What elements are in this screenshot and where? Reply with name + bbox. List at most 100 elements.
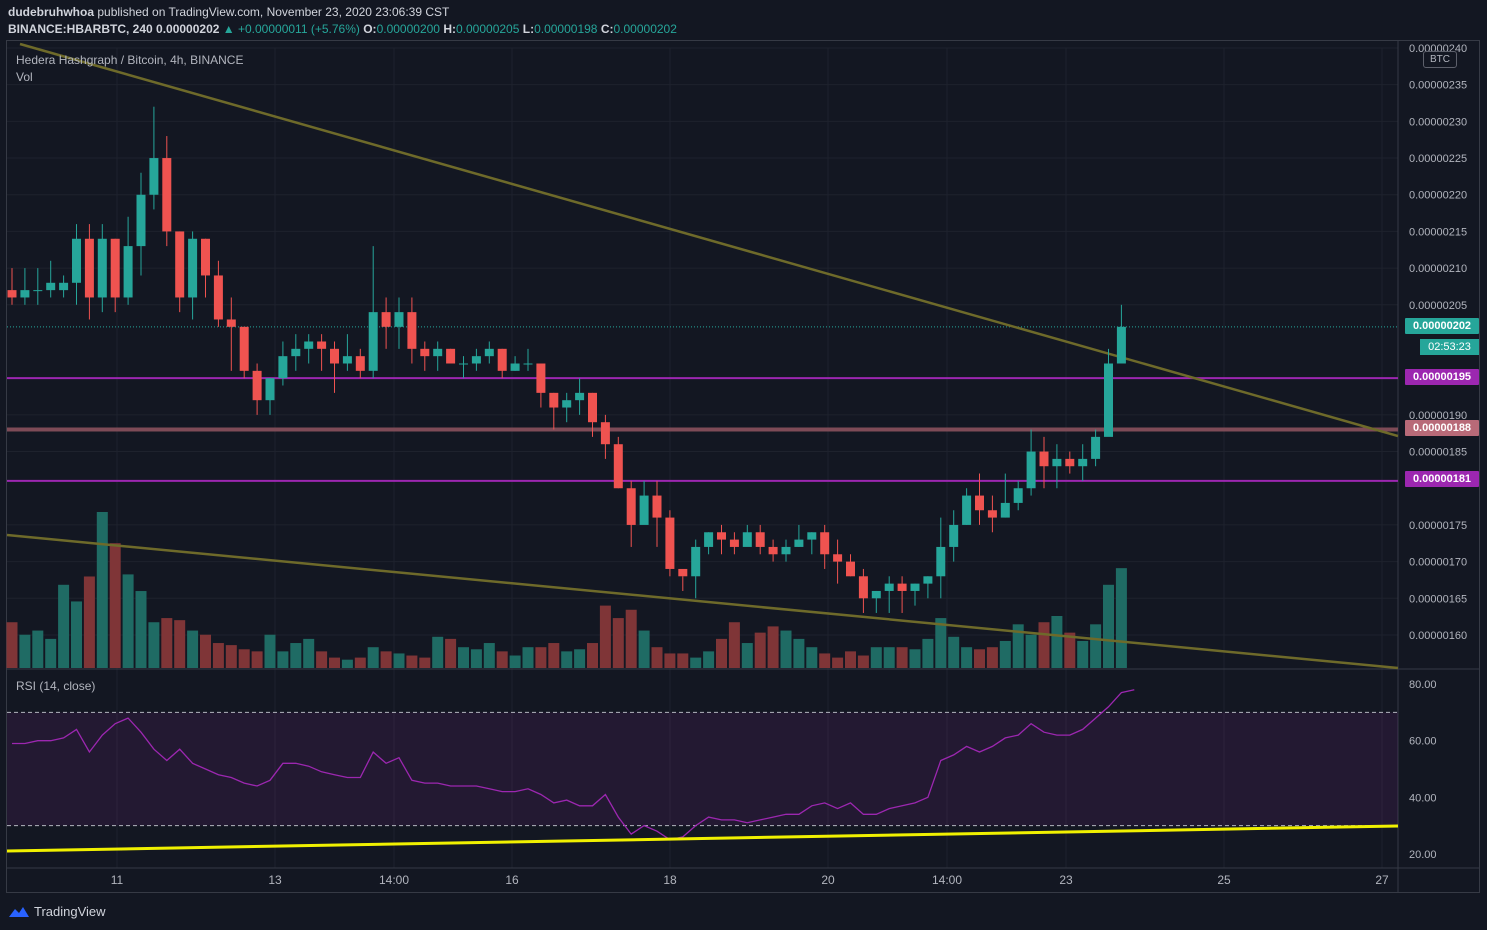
horizontal-levels	[7, 326, 1398, 482]
publisher-name[interactable]: dudebruhwhoa	[8, 5, 94, 19]
published-text: published on TradingView.com, November 2…	[97, 5, 450, 19]
candle-body	[562, 400, 572, 408]
candle-body	[368, 312, 378, 371]
candle-body	[510, 363, 520, 371]
volume-bar	[200, 634, 211, 668]
volume-bar	[1115, 568, 1127, 668]
candle-body	[768, 546, 778, 555]
candle-body	[936, 546, 946, 577]
volume-bar	[974, 649, 985, 668]
candle-body	[84, 238, 94, 298]
candle-body	[1116, 326, 1126, 364]
volume-bar	[896, 647, 908, 668]
volume-bar	[599, 605, 611, 668]
brand-label: TradingView	[34, 904, 106, 919]
volume-bar	[767, 626, 779, 668]
volume-bar	[393, 653, 405, 668]
volume-bar	[612, 618, 624, 668]
candle-body	[549, 392, 559, 408]
candle-body	[97, 238, 107, 298]
candle-body	[807, 532, 817, 540]
chart-frame[interactable]	[6, 40, 1480, 893]
price-tick-label: 0.00000235	[1409, 80, 1467, 92]
price-tick-label: 0.00000175	[1409, 520, 1467, 532]
countdown-tag: 02:53:23	[1420, 339, 1479, 355]
candle-body	[355, 356, 365, 371]
low-value: 0.00000198	[534, 22, 598, 36]
candle-body	[523, 363, 533, 365]
candle-body	[1013, 488, 1023, 503]
volume-bar	[32, 630, 44, 668]
currency-button[interactable]: BTC	[1423, 51, 1457, 68]
volume-bar	[741, 643, 753, 668]
candle-body	[394, 312, 404, 327]
candle-body	[175, 231, 185, 298]
rsi-band	[7, 712, 1398, 826]
volume-bar	[793, 638, 805, 668]
volume-bar	[496, 651, 508, 668]
candle-body	[975, 495, 984, 511]
candle-body	[678, 568, 688, 577]
close-value: 0.00000202	[613, 22, 677, 36]
candle-body	[7, 290, 17, 298]
tradingview-brand[interactable]: TradingView	[8, 904, 106, 919]
candle-body	[239, 326, 249, 371]
descending-trendline	[19, 42, 1399, 438]
volume-bar	[1064, 632, 1076, 668]
price-tick-label: 0.00000230	[1409, 116, 1467, 128]
price-tick-label: 0.00000165	[1409, 593, 1467, 605]
rsi-pane	[6, 689, 1399, 853]
volume-bar	[819, 653, 831, 668]
candle-body	[1026, 451, 1036, 489]
volume-bar	[329, 657, 340, 668]
candle-body	[691, 546, 701, 577]
volume-bar	[780, 630, 792, 668]
volume-bar	[677, 653, 689, 668]
candle-body	[188, 238, 198, 298]
volume-bar	[587, 643, 598, 668]
volume-bar	[212, 643, 224, 668]
candle-body	[497, 348, 507, 371]
candle-body	[149, 158, 159, 195]
volume-bar	[96, 512, 108, 668]
candle-body	[1091, 436, 1101, 459]
candle-body	[471, 356, 481, 364]
time-tick-label: 18	[663, 873, 677, 887]
volume-bar	[83, 576, 95, 668]
candle-body	[794, 539, 804, 547]
candle-body	[291, 348, 301, 357]
volume-bar	[690, 657, 702, 668]
volume-bar	[883, 647, 895, 668]
candle-body	[123, 246, 133, 298]
candle-body	[949, 524, 959, 547]
volume-bar	[625, 609, 637, 668]
level-195-tag: 0.00000195	[1405, 369, 1479, 385]
candle-body	[110, 238, 120, 298]
candle-body	[846, 561, 855, 577]
lower-trendline	[6, 533, 1399, 670]
volume-bar	[574, 649, 586, 668]
pane-title: Hedera Hashgraph / Bitcoin, 4h, BINANCE	[16, 53, 244, 67]
volume-bar	[6, 622, 18, 668]
candle-body	[446, 348, 456, 364]
volume-bar	[161, 618, 173, 668]
candle-body	[1104, 363, 1113, 437]
volume-bar	[264, 634, 276, 668]
volume-bar	[470, 649, 482, 668]
volume-bar	[277, 651, 289, 668]
current-price-tag: 0.00000202	[1405, 318, 1479, 334]
time-tick-label: 25	[1217, 873, 1231, 887]
volume-bar	[58, 584, 70, 668]
volume-bar	[922, 638, 934, 668]
candle-body	[201, 238, 210, 276]
candle-body	[652, 495, 662, 518]
time-tick-label: 11	[111, 873, 124, 887]
candle-body	[484, 348, 494, 357]
volume-bar	[406, 655, 418, 668]
volume-bar	[651, 647, 663, 668]
volume-bar	[174, 620, 186, 668]
candle-body	[588, 392, 597, 423]
rsi-tick-label: 60.00	[1409, 736, 1437, 748]
price-tick-label: 0.00000190	[1409, 410, 1467, 422]
